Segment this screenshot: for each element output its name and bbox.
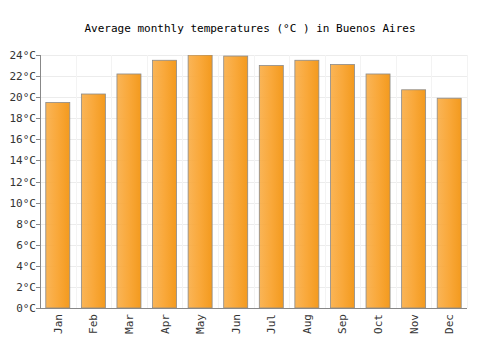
x-tick-label: Aug [301, 314, 314, 334]
y-tick [36, 182, 40, 183]
grid [40, 55, 468, 309]
grid-line [40, 308, 467, 309]
grid-line-vertical [182, 55, 183, 308]
x-tick-label: Apr [159, 314, 172, 334]
grid-line-vertical [111, 55, 112, 308]
grid-line-vertical [467, 55, 468, 308]
y-tick [36, 266, 40, 267]
bar [81, 94, 105, 308]
x-tick-label: Mar [123, 314, 136, 334]
x-tick-label: Jul [265, 314, 278, 334]
y-tick-label: 22°C [10, 70, 37, 83]
y-tick [36, 245, 40, 246]
grid-line-vertical [431, 55, 432, 308]
y-tick-label: 16°C [10, 133, 37, 146]
y-tick-label: 10°C [10, 197, 37, 210]
bar [366, 74, 390, 308]
grid-line-vertical [289, 55, 290, 308]
bar [330, 64, 354, 308]
grid-line-vertical [254, 55, 255, 308]
x-axis [40, 308, 467, 309]
y-tick [36, 224, 40, 225]
y-tick [36, 308, 40, 309]
bars [46, 55, 461, 308]
y-tick-label: 24°C [10, 49, 37, 62]
y-tick [36, 55, 40, 56]
y-tick-label: 0°C [16, 302, 36, 315]
y-tick-label: 6°C [16, 239, 36, 252]
grid-line-vertical [360, 55, 361, 308]
x-tick-label: Sep [336, 314, 349, 334]
bar [224, 56, 248, 308]
grid-line-vertical [218, 55, 219, 308]
x-tick-label: Nov [408, 314, 421, 334]
y-tick [36, 203, 40, 204]
bar [153, 60, 177, 308]
bar [188, 55, 212, 308]
x-tick-label: May [194, 314, 207, 334]
grid-line-vertical [147, 55, 148, 308]
bar [46, 102, 70, 308]
grid-line-vertical [76, 55, 77, 308]
y-tick [36, 160, 40, 161]
chart: Average monthly temperatures (°C ) in Bu… [0, 0, 500, 350]
bar [117, 74, 141, 308]
bar [402, 90, 426, 308]
x-tick-label: Oct [372, 314, 385, 334]
grid-line-vertical [325, 55, 326, 308]
y-tick-label: 2°C [16, 281, 36, 294]
grid-line [40, 76, 467, 77]
y-tick-label: 8°C [16, 218, 36, 231]
bar [437, 98, 461, 308]
grid-line [40, 55, 467, 56]
y-tick [36, 118, 40, 119]
grid-line-vertical [396, 55, 397, 308]
x-tick-label: Feb [87, 314, 100, 334]
y-tick-label: 20°C [10, 91, 37, 104]
y-tick-label: 14°C [10, 154, 37, 167]
y-tick [36, 76, 40, 77]
x-tick-label: Jan [52, 314, 65, 334]
y-tick [36, 287, 40, 288]
x-tick-label: Dec [443, 314, 456, 334]
bar [295, 60, 319, 308]
grid-line-vertical [40, 55, 41, 308]
y-axis [40, 55, 41, 308]
y-tick [36, 97, 40, 98]
y-tick-label: 12°C [10, 176, 37, 189]
y-tick-label: 18°C [10, 112, 37, 125]
bar [259, 66, 283, 308]
title: Average monthly temperatures (°C ) in Bu… [84, 22, 415, 35]
x-tick-label: Jun [230, 314, 243, 334]
y-tick-label: 4°C [16, 260, 36, 273]
y-tick [36, 139, 40, 140]
